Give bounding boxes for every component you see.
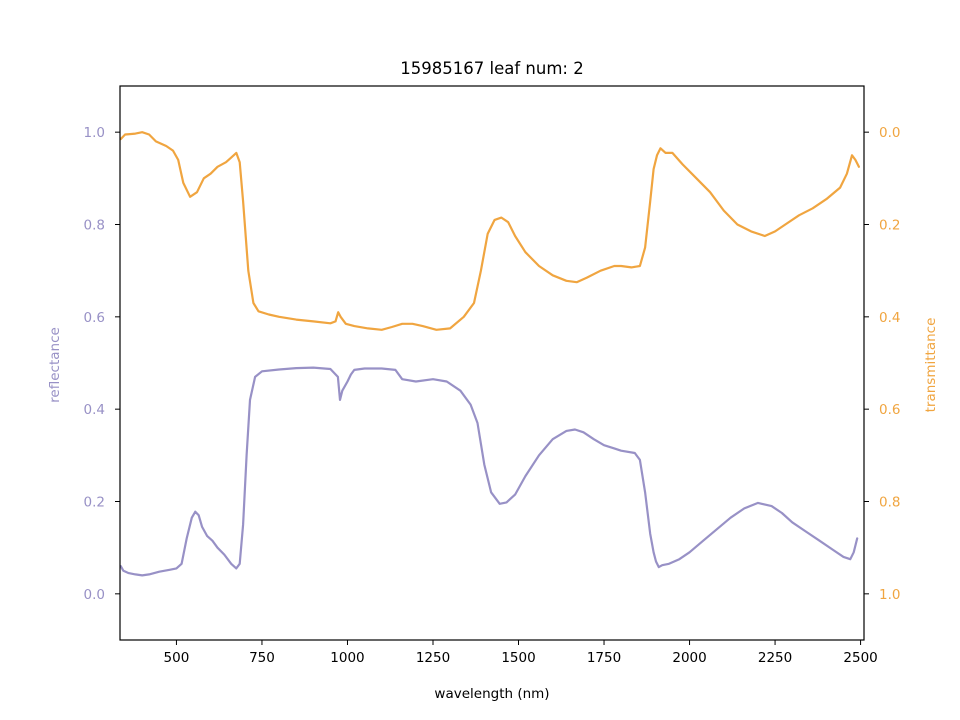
x-axis-label: wavelength (nm) — [434, 686, 549, 702]
left-axis-label: reflectance — [47, 327, 63, 403]
right-y-tick-label: 0.6 — [879, 402, 900, 418]
x-tick-label: 1750 — [587, 650, 621, 666]
x-tick-label: 2250 — [758, 650, 792, 666]
transmittance-series-line — [119, 131, 860, 331]
right-y-tick-label: 1.0 — [879, 587, 900, 603]
x-tick-label: 1000 — [330, 650, 364, 666]
x-axis-ticks: 500 750 1000 1250 1500 1750 2000 2250 2500 — [164, 640, 878, 666]
series-layer — [119, 131, 860, 577]
plot-frame — [119, 85, 865, 641]
left-y-tick-label: 0.6 — [84, 310, 105, 326]
right-y-tick-label: 0.4 — [879, 310, 900, 326]
left-y-tick-label: 0.4 — [84, 402, 105, 418]
left-y-tick-label: 0.0 — [84, 587, 105, 603]
left-axis-ticks: 0.0 0.2 0.4 0.6 0.8 1.0 — [84, 125, 120, 603]
x-tick-label: 2000 — [672, 650, 706, 666]
reflectance-series-line — [119, 366, 859, 577]
left-y-tick-label: 1.0 — [84, 125, 105, 141]
left-y-tick-label: 0.2 — [84, 495, 105, 511]
x-tick-label: 2500 — [843, 650, 877, 666]
chart-title: 15985167 leaf num: 2 — [400, 59, 583, 78]
right-axis-label: transmittance — [923, 318, 939, 413]
right-y-tick-label: 0.0 — [879, 125, 900, 141]
left-y-tick-label: 0.8 — [84, 218, 105, 234]
right-y-tick-label: 0.2 — [879, 218, 900, 234]
right-axis-ticks: 0.0 0.2 0.4 0.6 0.8 1.0 — [864, 125, 900, 603]
x-tick-label: 750 — [249, 650, 275, 666]
x-tick-label: 500 — [164, 650, 190, 666]
x-tick-label: 1250 — [416, 650, 450, 666]
x-tick-label: 1500 — [501, 650, 535, 666]
right-y-tick-label: 0.8 — [879, 495, 900, 511]
